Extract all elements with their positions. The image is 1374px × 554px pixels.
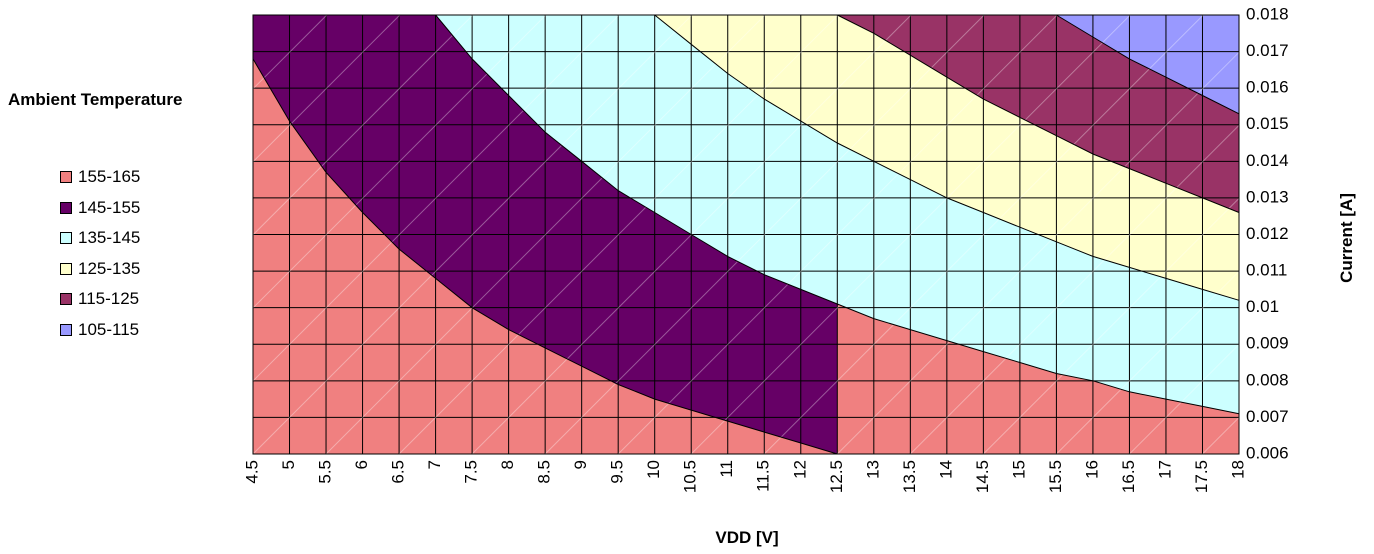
x-tick-label: 10.5 (681, 460, 700, 493)
legend-item: 105-115 (60, 315, 140, 346)
x-tick-label: 7 (425, 460, 444, 469)
legend-item: 115-125 (60, 284, 140, 315)
hatch-line (1056, 270, 1239, 454)
hatch-line (983, 197, 1239, 454)
legend-item: 125-135 (60, 254, 140, 285)
area-115-125 (837, 15, 1239, 213)
x-tick-label: 5 (279, 460, 298, 469)
x-tick-label: 11 (717, 460, 736, 478)
y-axis-label: Current [A] (1337, 193, 1356, 283)
legend-swatch (60, 171, 72, 184)
x-tick-label: 14.5 (973, 460, 992, 493)
y-tick-label: 0.012 (1246, 224, 1289, 243)
x-tick-label: 6.5 (389, 460, 408, 484)
legend-item: 155-165 (60, 162, 140, 193)
x-axis-label: VDD [V] (715, 528, 779, 547)
x-tick-label: 5.5 (316, 460, 335, 484)
boundary-155-165-145-155 (252, 58, 838, 455)
boundary-135-145-125-135 (654, 14, 1240, 301)
legend-swatch (60, 293, 72, 306)
y-tick-label: 0.017 (1246, 41, 1289, 60)
y-tick-label: 0.011 (1246, 261, 1287, 280)
legend-label: 115-125 (78, 289, 140, 309)
hatch-line (0, 15, 35, 454)
x-tick-label: 12 (790, 460, 809, 479)
hatch-line (763, 15, 1204, 454)
legend-swatch (60, 323, 72, 336)
x-tick-label: 12.5 (827, 460, 846, 493)
boundary-115-125-105-115 (1056, 14, 1240, 115)
plot-frame (252, 14, 1240, 455)
hatch-line (909, 124, 1239, 454)
hatch-line (253, 15, 401, 163)
x-tick-label: 18 (1228, 460, 1247, 479)
x-tick-label: 16.5 (1119, 460, 1138, 493)
legend-label: 155-165 (78, 167, 141, 187)
legend-label: 145-155 (78, 197, 141, 217)
y-tick-label: 0.013 (1246, 187, 1289, 206)
legend: 155-165 145-155 135-145 125-135 115-125 105-1… (60, 162, 140, 345)
boundary-125-135-115-125 (837, 14, 1240, 213)
y-tick-labels: 0.006 0.007 0.008 0.009 0.01 0.011 0.012 0.013 0… (1246, 4, 1289, 462)
x-tick-label: 11.5 (754, 460, 773, 492)
y-tick-label: 0.01 (1246, 297, 1279, 316)
x-tick-label: 4.5 (242, 460, 261, 484)
hatch-line (544, 15, 985, 454)
hatch-line (253, 15, 328, 90)
x-tick-label: 6 (352, 460, 371, 469)
x-tick-label: 13.5 (900, 460, 919, 493)
x-tick-label: 14 (936, 460, 955, 479)
x-tick-label: 15.5 (1046, 460, 1065, 493)
x-tick-label: 7.5 (462, 460, 481, 484)
x-tick-label: 10 (644, 460, 663, 479)
legend-swatch (60, 232, 72, 245)
legend-item: 135-145 (60, 223, 140, 254)
legend-label: 105-115 (78, 319, 140, 339)
x-tick-label: 15 (1009, 460, 1028, 479)
legend-swatch (60, 262, 72, 275)
legend-label: 135-145 (78, 228, 141, 248)
x-tick-label: 13 (863, 460, 882, 479)
hatch-line (1276, 15, 1374, 454)
x-tick-labels: 4.5 5 5.5 6 6.5 7 7.5 8 8.5 9 9.5 10 10.5 11 11.5 12 12.… (242, 460, 1247, 493)
y-tick-label: 0.014 (1246, 151, 1289, 170)
legend-label: 125-135 (78, 258, 141, 278)
hatch-line (617, 15, 1058, 454)
x-tick-label: 9 (571, 460, 590, 469)
x-tick-label: 8.5 (535, 460, 554, 484)
boundary-145-155-135-145 (435, 14, 1240, 415)
x-tick-label: 17 (1155, 460, 1174, 479)
legend-swatch (60, 201, 72, 214)
hatch-line (836, 51, 1239, 454)
y-tick-label: 0.009 (1246, 334, 1289, 353)
y-tick-label: 0.016 (1246, 78, 1289, 97)
hatch-line (1129, 343, 1239, 454)
hatch-line (253, 15, 547, 309)
diagonal-hatching (0, 15, 1374, 454)
x-tick-label: 17.5 (1192, 460, 1211, 493)
legend-item: 145-155 (60, 193, 140, 224)
x-tick-label: 16 (1082, 460, 1101, 479)
hatch-line (253, 15, 693, 454)
y-tick-label: 0.015 (1246, 114, 1289, 133)
y-tick-label: 0.008 (1246, 370, 1289, 389)
area-105-115 (1056, 15, 1239, 114)
y-tick-label: 0.007 (1246, 407, 1289, 426)
hatch-line (398, 15, 839, 454)
hatch-line (325, 15, 766, 454)
y-tick-label: 0.018 (1246, 4, 1289, 23)
x-tick-label: 9.5 (608, 460, 627, 484)
y-tick-label: 0.006 (1246, 443, 1289, 462)
legend-title: Ambient Temperature (8, 90, 183, 109)
x-tick-label: 8 (498, 460, 517, 469)
hatch-line (690, 15, 1131, 454)
boundary-lines (252, 14, 1240, 455)
